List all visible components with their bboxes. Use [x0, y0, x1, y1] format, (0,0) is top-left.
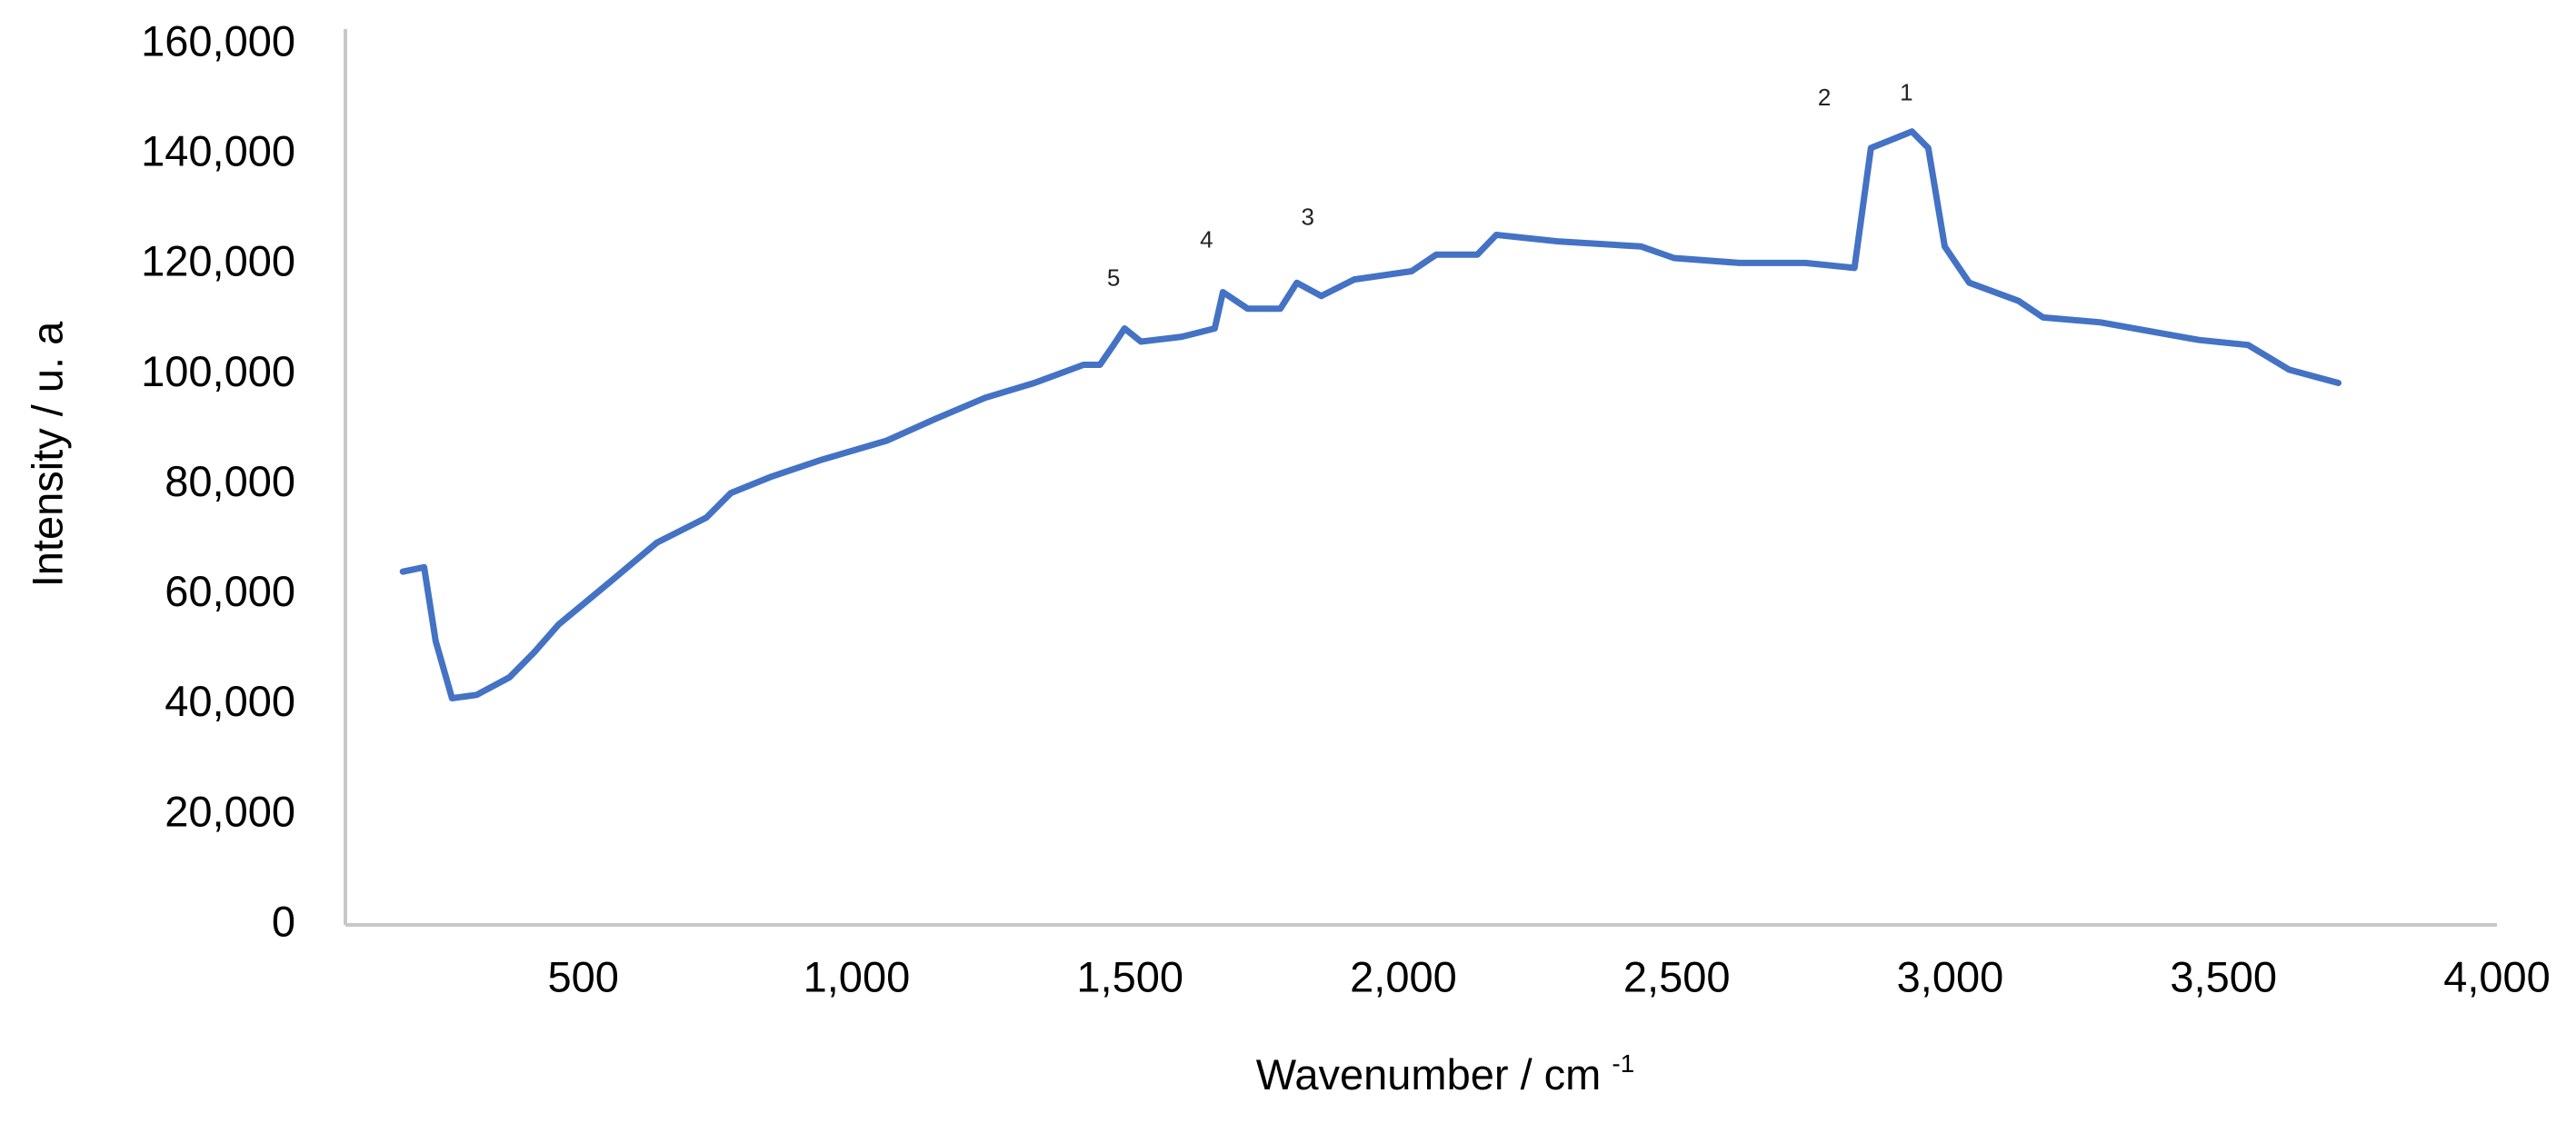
y-tick-label: 140,000	[141, 127, 295, 175]
annotation: 5	[1107, 263, 1120, 291]
y-axis-title: Intensity / u. a	[23, 321, 71, 587]
y-tick-label: 60,000	[165, 567, 295, 615]
x-tick-label: 500	[547, 952, 618, 1000]
annotation: 2	[1818, 84, 1831, 111]
y-tick-label: 100,000	[141, 347, 295, 395]
x-tick-label: 2,000	[1350, 952, 1457, 1000]
x-tick-label: 2,500	[1623, 952, 1731, 1000]
x-tick-label: 3,500	[2170, 952, 2277, 1000]
y-tick-label: 0	[272, 897, 295, 945]
x-axis-title-superscript: -1	[1612, 1049, 1634, 1078]
data-line	[399, 128, 2342, 701]
annotation: 3	[1301, 203, 1313, 230]
x-tick-label: 1,500	[1076, 952, 1183, 1000]
y-tick-label: 40,000	[165, 677, 295, 725]
annotation: 1	[1900, 78, 1912, 105]
x-axis-title: Wavenumber / cm -1	[1256, 1049, 1635, 1098]
y-tick-label: 120,000	[141, 237, 295, 285]
y-tick-label: 160,000	[141, 16, 295, 65]
y-tick-label: 20,000	[165, 787, 295, 835]
y-tick-label: 80,000	[165, 457, 295, 505]
annotation: 4	[1200, 226, 1213, 253]
x-axis-title-text: Wavenumber / cm	[1256, 1050, 1602, 1098]
x-tick-label: 1,000	[804, 952, 911, 1000]
x-tick-label: 3,000	[1897, 952, 2004, 1000]
x-tick-label: 4,000	[2443, 952, 2551, 1000]
